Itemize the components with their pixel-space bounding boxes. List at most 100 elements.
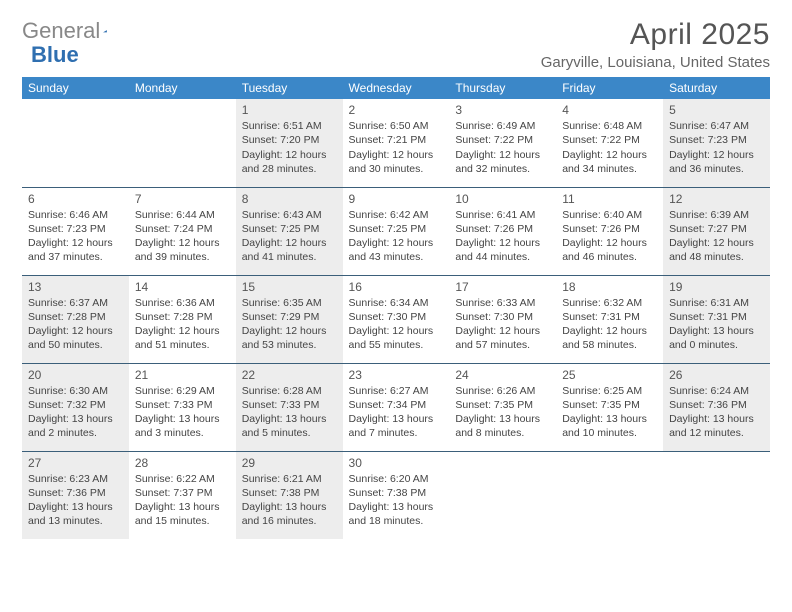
sunrise-text: Sunrise: 6:47 AM	[669, 119, 764, 133]
page-title: April 2025	[541, 18, 770, 52]
daylight-text: and 5 minutes.	[242, 426, 337, 440]
daylight-text: Daylight: 12 hours	[349, 324, 444, 338]
sunset-text: Sunset: 7:23 PM	[28, 222, 123, 236]
sunset-text: Sunset: 7:20 PM	[242, 133, 337, 147]
sunset-text: Sunset: 7:25 PM	[242, 222, 337, 236]
daylight-text: and 51 minutes.	[135, 338, 230, 352]
day-number: 9	[349, 191, 444, 207]
sunset-text: Sunset: 7:22 PM	[455, 133, 550, 147]
sunrise-text: Sunrise: 6:34 AM	[349, 296, 444, 310]
daylight-text: and 12 minutes.	[669, 426, 764, 440]
header: General April 2025 Garyville, Louisiana,…	[22, 18, 770, 71]
calendar-day-cell: 21Sunrise: 6:29 AMSunset: 7:33 PMDayligh…	[129, 363, 236, 451]
day-number: 7	[135, 191, 230, 207]
calendar-week-row: 20Sunrise: 6:30 AMSunset: 7:32 PMDayligh…	[22, 363, 770, 451]
calendar-week-row: 1Sunrise: 6:51 AMSunset: 7:20 PMDaylight…	[22, 99, 770, 187]
daylight-text: and 3 minutes.	[135, 426, 230, 440]
day-number: 15	[242, 279, 337, 295]
day-number: 2	[349, 102, 444, 118]
daylight-text: Daylight: 13 hours	[455, 412, 550, 426]
sunset-text: Sunset: 7:28 PM	[28, 310, 123, 324]
daylight-text: Daylight: 12 hours	[669, 148, 764, 162]
day-number: 6	[28, 191, 123, 207]
sunset-text: Sunset: 7:21 PM	[349, 133, 444, 147]
daylight-text: Daylight: 12 hours	[349, 148, 444, 162]
daylight-text: Daylight: 13 hours	[135, 500, 230, 514]
sunrise-text: Sunrise: 6:40 AM	[562, 208, 657, 222]
calendar-day-cell: 5Sunrise: 6:47 AMSunset: 7:23 PMDaylight…	[663, 99, 770, 187]
daylight-text: Daylight: 13 hours	[135, 412, 230, 426]
sunset-text: Sunset: 7:33 PM	[135, 398, 230, 412]
daylight-text: and 7 minutes.	[349, 426, 444, 440]
sunrise-text: Sunrise: 6:23 AM	[28, 472, 123, 486]
daylight-text: and 41 minutes.	[242, 250, 337, 264]
daylight-text: Daylight: 12 hours	[28, 324, 123, 338]
daylight-text: and 0 minutes.	[669, 338, 764, 352]
daylight-text: Daylight: 13 hours	[28, 412, 123, 426]
daylight-text: and 15 minutes.	[135, 514, 230, 528]
calendar-empty-cell	[556, 451, 663, 539]
daylight-text: and 37 minutes.	[28, 250, 123, 264]
sunset-text: Sunset: 7:24 PM	[135, 222, 230, 236]
sunset-text: Sunset: 7:36 PM	[669, 398, 764, 412]
day-number: 18	[562, 279, 657, 295]
calendar-body: 1Sunrise: 6:51 AMSunset: 7:20 PMDaylight…	[22, 99, 770, 539]
sunrise-text: Sunrise: 6:33 AM	[455, 296, 550, 310]
sunset-text: Sunset: 7:22 PM	[562, 133, 657, 147]
daylight-text: Daylight: 12 hours	[135, 324, 230, 338]
calendar-day-cell: 4Sunrise: 6:48 AMSunset: 7:22 PMDaylight…	[556, 99, 663, 187]
daylight-text: and 30 minutes.	[349, 162, 444, 176]
sunrise-text: Sunrise: 6:46 AM	[28, 208, 123, 222]
title-block: April 2025 Garyville, Louisiana, United …	[541, 18, 770, 71]
daylight-text: Daylight: 12 hours	[28, 236, 123, 250]
sunset-text: Sunset: 7:29 PM	[242, 310, 337, 324]
calendar-table: SundayMondayTuesdayWednesdayThursdayFrid…	[22, 77, 770, 539]
day-number: 22	[242, 367, 337, 383]
sunrise-text: Sunrise: 6:30 AM	[28, 384, 123, 398]
daylight-text: and 10 minutes.	[562, 426, 657, 440]
daylight-text: and 36 minutes.	[669, 162, 764, 176]
sunrise-text: Sunrise: 6:32 AM	[562, 296, 657, 310]
weekday-header: Wednesday	[343, 77, 450, 99]
daylight-text: and 2 minutes.	[28, 426, 123, 440]
daylight-text: and 39 minutes.	[135, 250, 230, 264]
sunrise-text: Sunrise: 6:31 AM	[669, 296, 764, 310]
logo-text-blue: Blue	[31, 42, 79, 68]
day-number: 20	[28, 367, 123, 383]
calendar-day-cell: 20Sunrise: 6:30 AMSunset: 7:32 PMDayligh…	[22, 363, 129, 451]
sunrise-text: Sunrise: 6:26 AM	[455, 384, 550, 398]
calendar-week-row: 27Sunrise: 6:23 AMSunset: 7:36 PMDayligh…	[22, 451, 770, 539]
day-number: 25	[562, 367, 657, 383]
sunset-text: Sunset: 7:30 PM	[455, 310, 550, 324]
weekday-header: Monday	[129, 77, 236, 99]
sunset-text: Sunset: 7:26 PM	[455, 222, 550, 236]
daylight-text: Daylight: 13 hours	[349, 412, 444, 426]
daylight-text: Daylight: 12 hours	[455, 324, 550, 338]
daylight-text: and 58 minutes.	[562, 338, 657, 352]
calendar-day-cell: 17Sunrise: 6:33 AMSunset: 7:30 PMDayligh…	[449, 275, 556, 363]
day-number: 14	[135, 279, 230, 295]
sunrise-text: Sunrise: 6:39 AM	[669, 208, 764, 222]
daylight-text: and 13 minutes.	[28, 514, 123, 528]
sunset-text: Sunset: 7:28 PM	[135, 310, 230, 324]
logo: General	[22, 18, 125, 44]
day-number: 16	[349, 279, 444, 295]
day-number: 8	[242, 191, 337, 207]
daylight-text: Daylight: 13 hours	[28, 500, 123, 514]
sunrise-text: Sunrise: 6:28 AM	[242, 384, 337, 398]
sunrise-text: Sunrise: 6:43 AM	[242, 208, 337, 222]
daylight-text: and 48 minutes.	[669, 250, 764, 264]
daylight-text: and 43 minutes.	[349, 250, 444, 264]
calendar-day-cell: 7Sunrise: 6:44 AMSunset: 7:24 PMDaylight…	[129, 187, 236, 275]
day-number: 26	[669, 367, 764, 383]
calendar-week-row: 6Sunrise: 6:46 AMSunset: 7:23 PMDaylight…	[22, 187, 770, 275]
daylight-text: and 8 minutes.	[455, 426, 550, 440]
daylight-text: Daylight: 12 hours	[455, 148, 550, 162]
daylight-text: Daylight: 13 hours	[242, 412, 337, 426]
calendar-day-cell: 10Sunrise: 6:41 AMSunset: 7:26 PMDayligh…	[449, 187, 556, 275]
calendar-day-cell: 11Sunrise: 6:40 AMSunset: 7:26 PMDayligh…	[556, 187, 663, 275]
day-number: 28	[135, 455, 230, 471]
logo-line2: Blue	[30, 42, 79, 68]
daylight-text: Daylight: 12 hours	[242, 148, 337, 162]
daylight-text: and 44 minutes.	[455, 250, 550, 264]
